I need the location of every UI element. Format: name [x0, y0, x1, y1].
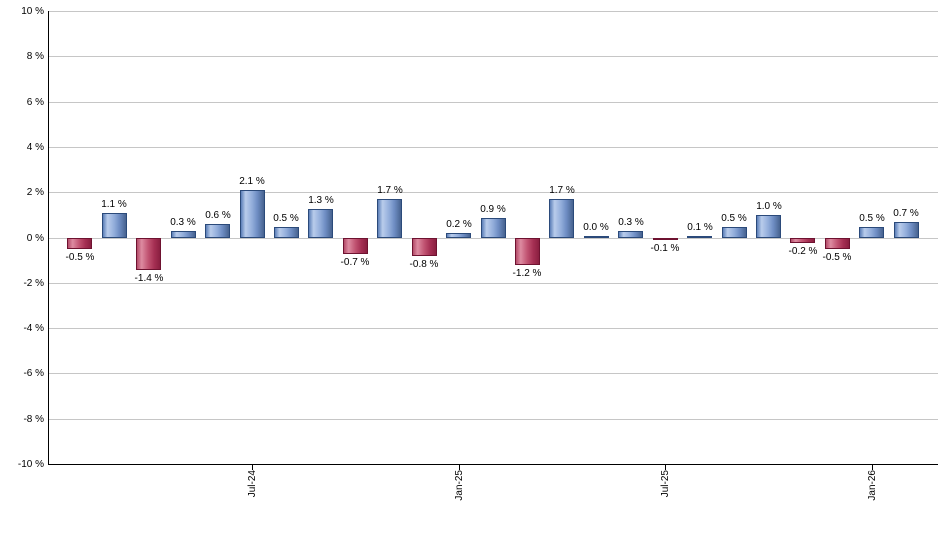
return-bar [446, 233, 471, 238]
y-axis-tick-label: 10 % [21, 6, 44, 17]
gridline [49, 147, 938, 148]
bar-value-label: -0.8 % [409, 259, 439, 270]
bar-value-label: 1.7 % [549, 185, 575, 196]
x-axis-tick [252, 465, 253, 470]
bar-value-label: -0.5 % [65, 252, 95, 263]
return-bar [549, 199, 574, 238]
gridline [49, 102, 938, 103]
bar-value-label: 0.9 % [480, 204, 506, 215]
bar-value-label: -0.5 % [822, 252, 852, 263]
bar-value-label: 0.3 % [170, 217, 196, 228]
x-axis-line [48, 464, 938, 465]
y-axis-tick-label: -4 % [23, 323, 44, 334]
bar-value-label: 0.6 % [205, 210, 231, 221]
y-axis-tick-label: -2 % [23, 278, 44, 289]
return-bar [136, 238, 161, 270]
y-axis-tick-label: 8 % [26, 51, 44, 62]
bar-value-label: -0.7 % [340, 257, 370, 268]
return-bar [653, 238, 678, 240]
bar-value-label: 0.5 % [273, 213, 299, 224]
return-bar [274, 227, 299, 238]
return-bar [205, 224, 230, 238]
bar-value-label: -0.2 % [788, 246, 818, 257]
bar-value-label: 0.1 % [687, 222, 713, 233]
bar-value-label: 0.3 % [618, 217, 644, 228]
y-axis-tick-label: 6 % [26, 97, 44, 108]
return-bar [756, 215, 781, 238]
gridline [49, 238, 938, 239]
return-bar [308, 209, 333, 238]
return-bar [687, 236, 712, 238]
x-axis-tick [872, 465, 873, 470]
x-axis-tick-label: Jul-24 [247, 470, 258, 498]
bar-value-label: 0.7 % [893, 208, 919, 219]
x-axis-tick [665, 465, 666, 470]
return-bar [722, 227, 747, 238]
return-bar [343, 238, 368, 254]
return-bar [481, 218, 506, 238]
return-bar [67, 238, 92, 249]
x-axis-tick [459, 465, 460, 470]
bar-value-label: -0.1 % [650, 243, 680, 254]
bar-value-label: 1.1 % [101, 199, 127, 210]
y-axis-tick-label: -8 % [23, 414, 44, 425]
bar-value-label: 1.7 % [377, 185, 403, 196]
gridline [49, 373, 938, 374]
return-bar [171, 231, 196, 238]
bar-value-label: 1.0 % [756, 201, 782, 212]
gridline [49, 56, 938, 57]
x-axis-tick-label: Jan-26 [867, 470, 878, 501]
bar-value-label: 2.1 % [239, 176, 265, 187]
y-axis-tick-label: -10 % [17, 459, 44, 470]
gridline [49, 328, 938, 329]
x-axis-tick-label: Jul-25 [660, 470, 671, 498]
y-axis-tick-label: 4 % [26, 142, 44, 153]
bar-value-label: -1.2 % [512, 268, 542, 279]
gridline [49, 419, 938, 420]
return-bar [825, 238, 850, 249]
y-axis-tick-label: 0 % [26, 233, 44, 244]
bar-value-label: 0.5 % [721, 213, 747, 224]
return-bar [894, 222, 919, 238]
bar-value-label: 0.5 % [859, 213, 885, 224]
return-bar [240, 190, 265, 238]
return-bar [102, 213, 127, 238]
y-axis-line [48, 11, 49, 465]
x-axis-tick-label: Jan-25 [454, 470, 465, 501]
gridline [49, 192, 938, 193]
bar-value-label: 1.3 % [308, 195, 334, 206]
return-bar [859, 227, 884, 238]
return-bar [790, 238, 815, 243]
bar-value-label: 0.2 % [446, 219, 472, 230]
return-bar [377, 199, 402, 238]
y-axis-tick-label: 2 % [26, 187, 44, 198]
return-bar [515, 238, 540, 265]
gridline [49, 11, 938, 12]
y-axis-tick-label: -6 % [23, 368, 44, 379]
bar-value-label: -1.4 % [134, 273, 164, 284]
gridline [49, 283, 938, 284]
return-bar [618, 231, 643, 238]
return-bar [584, 236, 609, 238]
return-bar [412, 238, 437, 256]
bar-value-label: 0.0 % [583, 222, 609, 233]
